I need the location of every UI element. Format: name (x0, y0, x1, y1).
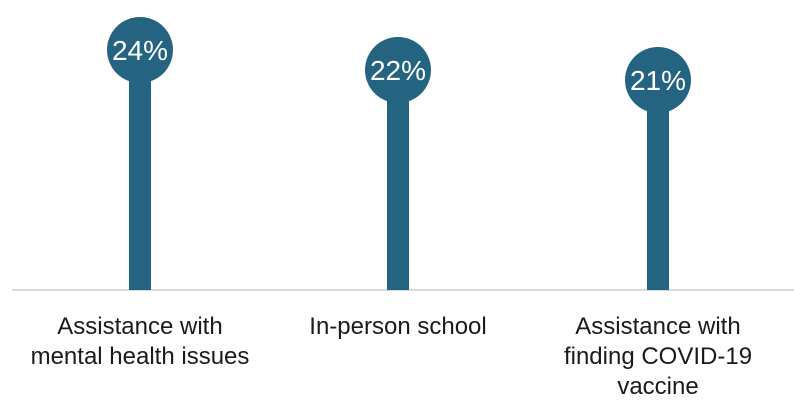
category-label-line: In-person school (309, 313, 486, 340)
category-tick-label: Assistance with finding COVID-19 vaccine (564, 313, 752, 400)
category-label-line: Assistance with (57, 313, 222, 340)
category-labels: Assistance with mental health issues In-pe… (31, 313, 752, 400)
category-label-line: vaccine (617, 373, 698, 400)
chart-marks: 24% 22% 21% (107, 17, 691, 290)
lollipop-head (625, 47, 691, 113)
lollipop-stick (387, 70, 409, 290)
category-label-line: Assistance with (575, 313, 740, 340)
data-label: 21% (630, 65, 686, 96)
lollipop-head (107, 17, 173, 83)
category-label-line: finding COVID-19 (564, 343, 752, 370)
category-label-line: mental health issues (31, 343, 250, 370)
data-label: 24% (112, 35, 168, 66)
category-tick-label: In-person school (309, 313, 486, 340)
lollipop-head (365, 37, 431, 103)
lollipop-stick (129, 50, 151, 290)
category-tick-label: Assistance with mental health issues (31, 313, 250, 370)
lollipop-stick (647, 80, 669, 290)
data-label: 22% (370, 55, 426, 86)
